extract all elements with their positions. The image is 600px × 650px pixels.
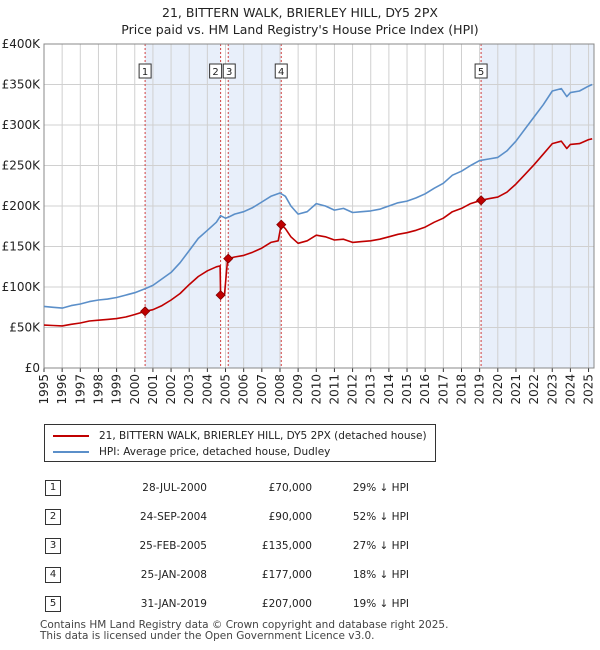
x-tick-label: 2012 — [346, 374, 360, 405]
row-hpi-diff: 27% ↓ HPI — [352, 539, 409, 552]
row-number: 5 — [45, 595, 61, 612]
sale-4-label: 4 — [278, 67, 284, 78]
y-tick-label: £100K — [2, 280, 42, 294]
sale-1-marker — [140, 306, 151, 317]
row-price: £135,000 — [261, 539, 312, 552]
sale-3-label-box — [222, 63, 236, 79]
x-tick-label: 2001 — [146, 374, 160, 405]
x-tick-label: 2000 — [128, 374, 142, 405]
sale-3-label: 3 — [226, 67, 232, 78]
y-tick-label: £150K — [2, 240, 42, 254]
legend-label-property: 21, BITTERN WALK, BRIERLEY HILL, DY5 2PX… — [99, 430, 427, 442]
x-tick-label: 1996 — [55, 374, 69, 405]
x-tick-label: 2002 — [164, 374, 178, 405]
y-tick-label: £50K — [9, 321, 41, 335]
x-tick-label: 2011 — [327, 374, 341, 405]
table-row: 1 28-JUL-2000 £70,000 29% ↓ HPI — [40, 473, 409, 502]
row-hpi-diff: 29% ↓ HPI — [352, 481, 409, 494]
x-tick-label: 2018 — [454, 374, 468, 405]
x-tick-label: 2019 — [473, 374, 487, 405]
plot-frame — [43, 43, 595, 369]
legend-swatch-hpi — [53, 451, 89, 453]
legend-label-hpi: HPI: Average price, detached house, Dudl… — [99, 446, 331, 458]
x-tick-label: 2008 — [273, 374, 287, 405]
row-date: 25-FEB-2005 — [139, 539, 207, 552]
x-tick-label: 2005 — [219, 374, 233, 405]
footer-line-2: This data is licensed under the Open Gov… — [40, 630, 375, 642]
x-tick-label: 2022 — [527, 374, 541, 405]
x-tick-label: 1997 — [73, 374, 87, 405]
sales-table: 1 28-JUL-2000 £70,000 29% ↓ HPI 2 24-SEP-2004… — [40, 473, 409, 618]
table-row: 2 24-SEP-2004 £90,000 52% ↓ HPI — [40, 502, 409, 531]
table-row: 5 31-JAN-2019 £207,000 19% ↓ HPI — [40, 589, 409, 618]
row-hpi-diff: 18% ↓ HPI — [352, 568, 409, 581]
sale-2-label: 2 — [212, 67, 218, 78]
row-price: £177,000 — [261, 568, 312, 581]
x-tick-label: 1999 — [110, 374, 124, 405]
x-tick-label: 2016 — [418, 374, 432, 405]
row-number: 4 — [45, 566, 61, 583]
x-tick-label: 2017 — [436, 374, 450, 405]
sale-4-marker — [276, 219, 287, 230]
y-tick-label: £250K — [2, 159, 42, 173]
y-tick-label: £200K — [2, 199, 42, 213]
x-tick-label: 2003 — [182, 374, 196, 405]
x-tick-label: 2010 — [309, 374, 323, 405]
sale-5-marker — [476, 195, 487, 206]
x-tick-label: 2006 — [237, 374, 251, 405]
row-date: 25-JAN-2008 — [140, 568, 207, 581]
legend-swatch-property — [53, 435, 89, 437]
x-tick-label: 2007 — [255, 374, 269, 405]
sale-2-label-box — [209, 63, 223, 79]
sale-5-label-box — [474, 63, 488, 79]
x-tick-label: 2004 — [200, 374, 214, 405]
x-tick-label: 1998 — [91, 374, 105, 405]
row-hpi-diff: 52% ↓ HPI — [352, 510, 409, 523]
row-price: £70,000 — [268, 481, 312, 494]
table-row: 3 25-FEB-2005 £135,000 27% ↓ HPI — [40, 531, 409, 560]
y-tick-label: £0 — [25, 361, 40, 375]
row-number: 3 — [45, 537, 61, 554]
x-tick-label: 2015 — [400, 374, 414, 405]
sale-5-label: 5 — [478, 67, 484, 78]
x-tick-label: 2024 — [563, 374, 577, 405]
footer: Contains HM Land Registry data © Crown c… — [40, 620, 448, 642]
x-tick-label: 2020 — [491, 374, 505, 405]
hpi-series-line — [43, 83, 593, 309]
x-tick-label: 2013 — [364, 374, 378, 405]
row-date: 28-JUL-2000 — [142, 481, 207, 494]
footer-line-1: Contains HM Land Registry data © Crown c… — [40, 619, 449, 631]
sale-4-label-box — [274, 63, 288, 79]
row-date: 24-SEP-2004 — [139, 510, 207, 523]
y-tick-label: £300K — [2, 118, 42, 132]
sale-1-label-box — [138, 63, 152, 79]
x-tick-label: 2014 — [382, 374, 396, 405]
sale-1-label: 1 — [142, 67, 148, 78]
row-hpi-diff: 19% ↓ HPI — [352, 597, 409, 610]
y-tick-label: £350K — [2, 78, 42, 92]
x-tick-label: 1995 — [37, 374, 51, 405]
x-tick-label: 2023 — [545, 374, 559, 405]
sale-2-marker — [215, 290, 226, 301]
x-tick-label: 2025 — [582, 374, 596, 405]
row-date: 31-JAN-2019 — [140, 597, 207, 610]
x-tick-label: 2009 — [291, 374, 305, 405]
sale-3-marker — [223, 253, 234, 264]
title-line-2: Price paid vs. HM Land Registry's House … — [121, 22, 479, 37]
row-number: 2 — [45, 508, 61, 525]
y-tick-label: £400K — [2, 37, 42, 51]
row-price: £207,000 — [261, 597, 312, 610]
table-row: 4 25-JAN-2008 £177,000 18% ↓ HPI — [40, 560, 409, 589]
legend: 21, BITTERN WALK, BRIERLEY HILL, DY5 2PX… — [44, 424, 436, 462]
row-number: 1 — [45, 479, 61, 496]
x-tick-label: 2021 — [509, 374, 523, 405]
title-line-1: 21, BITTERN WALK, BRIERLEY HILL, DY5 2PX — [162, 5, 438, 20]
chart-title: 21, BITTERN WALK, BRIERLEY HILL, DY5 2PX… — [0, 4, 600, 38]
row-price: £90,000 — [268, 510, 312, 523]
